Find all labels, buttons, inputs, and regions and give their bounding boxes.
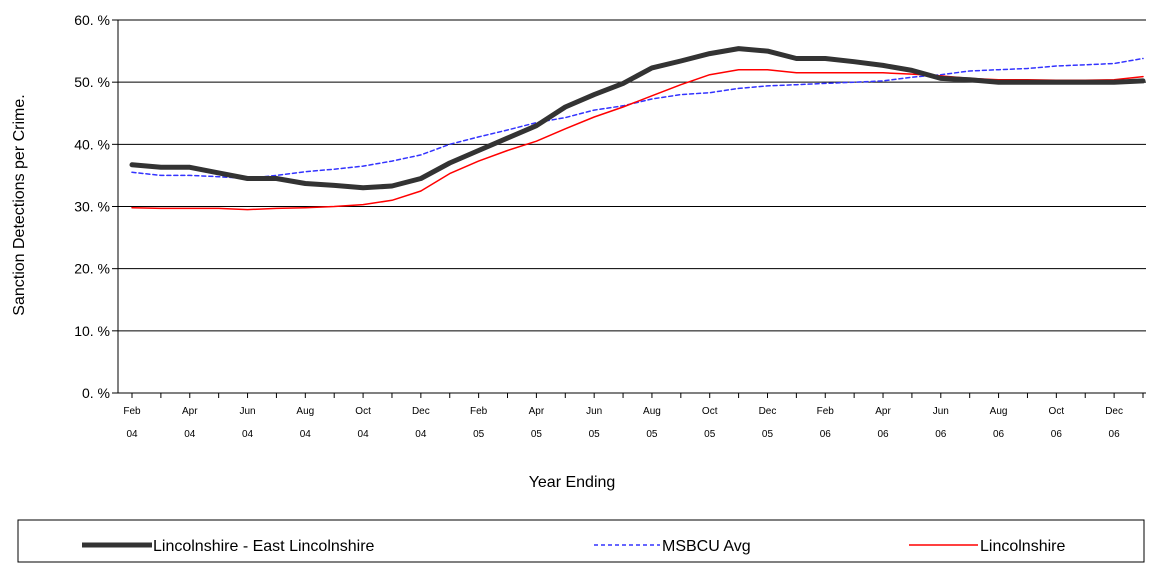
x-tick-label-year: 05 bbox=[762, 429, 774, 440]
x-tick-label: Aug 05 bbox=[643, 406, 661, 440]
x-tick-label: Jun 05 bbox=[586, 406, 602, 440]
x-tick-label-month: Aug bbox=[990, 406, 1008, 417]
x-tick-label-month: Apr bbox=[182, 406, 198, 417]
x-tick-label-month: Oct bbox=[702, 406, 718, 417]
y-tick-label: 40. % bbox=[74, 136, 110, 152]
series-line-lincolnshire bbox=[131, 68, 1144, 211]
gridlines bbox=[112, 19, 1146, 394]
x-tick-label-month: Feb bbox=[123, 406, 141, 417]
x-tick-label: Apr 05 bbox=[529, 406, 545, 440]
x-tick-label-year: 06 bbox=[935, 429, 947, 440]
x-tick-label: Oct 05 bbox=[702, 406, 718, 440]
x-tick-label: Feb 06 bbox=[817, 406, 835, 440]
x-tick-label: Dec 04 bbox=[412, 406, 430, 440]
x-tick-label-year: 06 bbox=[877, 429, 889, 440]
x-tick-label-year: 06 bbox=[1109, 429, 1121, 440]
x-tick-label: Jun 04 bbox=[239, 406, 255, 440]
x-tick-label-year: 04 bbox=[415, 429, 427, 440]
series-lines bbox=[129, 46, 1146, 211]
y-tick-label: 0. % bbox=[82, 385, 110, 401]
x-axis-title: Year Ending bbox=[529, 474, 616, 491]
legend-label-lincolnshire: Lincolnshire bbox=[980, 538, 1065, 555]
x-tick-label: Oct 06 bbox=[1049, 406, 1065, 440]
x-tick-label-year: 05 bbox=[704, 429, 716, 440]
x-tick-label-month: Feb bbox=[817, 406, 835, 417]
x-tick-label-month: Jun bbox=[239, 406, 255, 417]
x-tick-label-month: Dec bbox=[1105, 406, 1123, 417]
x-tick-label-month: Jun bbox=[933, 406, 949, 417]
x-tick-label-month: Feb bbox=[470, 406, 488, 417]
x-tick-label-month: Dec bbox=[759, 406, 777, 417]
x-tick-label: Aug 06 bbox=[990, 406, 1008, 440]
series-line-lincolnshire-east-lincolnshire bbox=[129, 46, 1146, 191]
x-tick-label: Apr 06 bbox=[875, 406, 891, 440]
x-tick-label-year: 05 bbox=[646, 429, 658, 440]
x-tick-label-year: 04 bbox=[184, 429, 196, 440]
x-tick-label-month: Aug bbox=[296, 406, 314, 417]
x-tick-label-year: 05 bbox=[473, 429, 485, 440]
x-tick-label-year: 04 bbox=[300, 429, 312, 440]
x-tick-label: Feb 04 bbox=[123, 406, 141, 440]
x-tick-label-month: Jun bbox=[586, 406, 602, 417]
y-tick-label: 60. % bbox=[74, 12, 110, 28]
legend: Lincolnshire - East Lincolnshire MSBCU A… bbox=[17, 519, 1145, 563]
x-tick-label: Dec 06 bbox=[1105, 406, 1123, 440]
x-tick-label-month: Oct bbox=[1049, 406, 1065, 417]
y-axis-title: Sanction Detections per Crime. bbox=[11, 94, 28, 315]
x-tick-label: Oct 04 bbox=[355, 406, 371, 440]
legend-box bbox=[17, 519, 1145, 563]
x-tick-label-year: 06 bbox=[993, 429, 1005, 440]
legend-label-msbcu-avg: MSBCU Avg bbox=[662, 538, 751, 555]
series-line-msbcu-avg bbox=[131, 57, 1144, 180]
legend-label-lincolnshire-east-lincolnshire: Lincolnshire - East Lincolnshire bbox=[153, 538, 375, 555]
x-tick-label: Aug 04 bbox=[296, 406, 314, 440]
x-tick-label: Jun 06 bbox=[933, 406, 949, 440]
y-tick-label: 10. % bbox=[74, 323, 110, 339]
x-tick-label-year: 06 bbox=[1051, 429, 1063, 440]
x-tick-label: Feb 05 bbox=[470, 406, 488, 440]
x-tick-labels: Feb 04 Apr 04 Jun 04 Aug 04 Oct 04 Dec 04 Feb 05 Apr 05… bbox=[123, 406, 1123, 440]
x-tick-label-year: 06 bbox=[820, 429, 832, 440]
x-tick-label-month: Oct bbox=[355, 406, 371, 417]
x-tick-label-month: Apr bbox=[875, 406, 891, 417]
x-tick-label-year: 05 bbox=[589, 429, 601, 440]
x-tick-label-year: 04 bbox=[242, 429, 254, 440]
y-tick-label: 50. % bbox=[74, 74, 110, 90]
x-tick-label-month: Aug bbox=[643, 406, 661, 417]
y-tick-label: 20. % bbox=[74, 261, 110, 277]
x-tick-label-year: 05 bbox=[531, 429, 543, 440]
x-tick-label: Dec 05 bbox=[759, 406, 777, 440]
x-tick-label-year: 04 bbox=[126, 429, 138, 440]
x-tick-label-year: 04 bbox=[358, 429, 370, 440]
x-tick-label-month: Dec bbox=[412, 406, 430, 417]
y-tick-labels: 0. % 10. % 20. % 30. % 40. % 50. % 60. % bbox=[74, 12, 110, 401]
y-tick-label: 30. % bbox=[74, 199, 110, 215]
x-ticks bbox=[131, 393, 1144, 398]
x-tick-label-month: Apr bbox=[529, 406, 545, 417]
x-tick-label: Apr 04 bbox=[182, 406, 198, 440]
